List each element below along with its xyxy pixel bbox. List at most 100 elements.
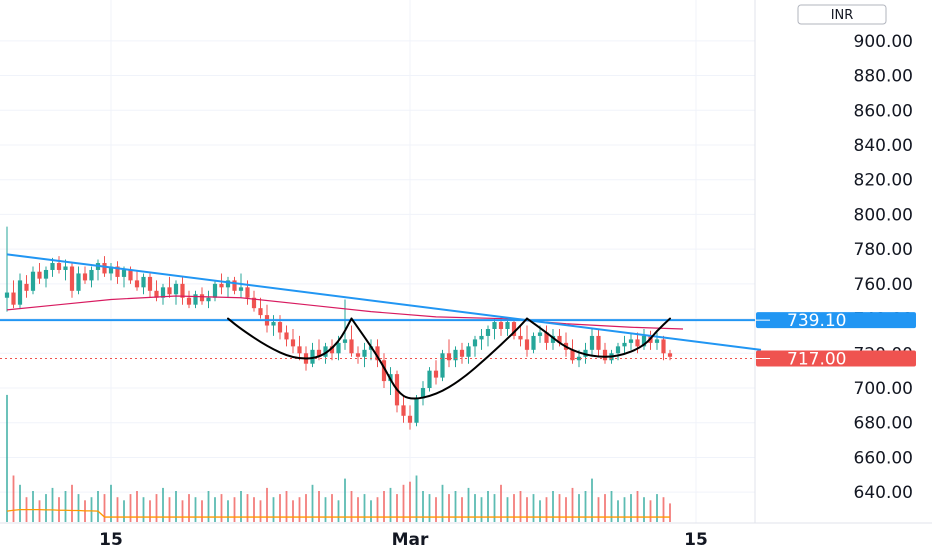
candle-body [206,297,211,302]
candle-body [479,335,484,340]
descending-trendline [6,253,762,351]
candle-body [641,335,647,347]
candle-body [193,294,198,305]
x-tick-label: 15 [99,530,123,550]
candle-up [622,335,627,354]
candle-up [89,266,94,288]
y-tick-label: 820.00 [854,171,913,191]
candle-body [69,266,75,291]
volume-bar [331,494,333,522]
moving-average [6,295,684,330]
candle-body [505,322,510,329]
candle-down [154,280,159,302]
volume-bar [578,494,580,522]
volume-bar [38,500,41,522]
last-price-label: 717.00 [787,350,846,370]
volume-bar [357,497,359,522]
candle-up [4,226,10,312]
candle-down [82,266,88,284]
candle-body [466,346,471,357]
candle-body [544,332,549,343]
volume-bar [337,500,340,522]
candle-body [349,339,354,354]
candle-body [576,356,582,361]
price-axis[interactable]: 640.00660.00680.00700.00720.00740.00760.… [854,32,913,503]
volume-bar [461,497,463,522]
candle-body [290,339,296,347]
candle-body [225,280,231,288]
y-tick-label: 800.00 [854,205,913,225]
volume-bar [571,487,574,522]
volume-bar [77,494,80,522]
candle-body [362,349,367,357]
x-tick-label: 15 [684,530,708,550]
price-tags: 739.10 717.00 [756,311,916,370]
volume-bar [311,484,314,522]
candle-up [76,266,81,295]
candle-down [232,276,237,295]
volume-bar [240,491,242,522]
volume-bar [428,494,431,522]
candle-body [180,283,185,298]
candle-body [336,342,341,354]
volume-bar [441,484,444,522]
volume-bar [103,494,106,522]
candle-down [596,328,601,357]
currency-label: INR [831,8,854,23]
candle-down [167,276,172,298]
candle-body [147,276,153,291]
candle-up [310,342,315,368]
y-tick-label: 900.00 [854,32,913,52]
volume-bar [617,500,619,522]
volume-bar [201,500,203,522]
candle-body [238,287,244,291]
volume-bar [32,491,34,522]
candle-body [219,283,224,288]
candle-body [492,322,497,329]
candle-body [245,287,250,298]
y-tick-label: 660.00 [854,448,913,468]
volume-bar [597,497,600,522]
candle-down [264,304,270,333]
volume-bar [649,500,652,522]
candle-body [407,415,413,423]
volume-bars [6,394,671,522]
time-axis[interactable]: 15 Mar 15 [99,530,708,550]
y-tick-label: 700.00 [854,379,913,399]
candle-down [524,325,530,357]
candle-body [414,398,419,423]
volume-bar [552,491,554,522]
volume-bar [71,484,73,522]
candle-body [498,322,504,329]
candle-body [557,335,562,343]
candle-down [381,353,387,389]
candle-up [108,263,114,281]
volume-bar [493,494,496,522]
candle-body [381,360,387,382]
volume-bar [389,487,392,522]
candle-down [284,325,289,347]
candle-body [661,339,666,354]
volume-bar [422,491,424,522]
candle-body [511,322,517,336]
volume-bar [207,491,210,522]
currency-badge[interactable]: INR [797,4,887,25]
candle-body [446,353,452,361]
candle-up [505,318,510,336]
candle-body [154,290,159,298]
candle-down [511,318,517,340]
volume-bar [175,491,177,522]
volume-bar [474,494,476,522]
y-tick-label: 760.00 [854,275,913,295]
volume-bar [545,497,548,522]
candle-body [284,332,289,340]
volume-bar [350,491,353,522]
candle-body [24,283,29,291]
candle-body [11,292,16,305]
candle-up [95,259,101,281]
volume-bar [6,394,8,522]
candle-up [615,342,621,361]
volume-bar [584,491,587,522]
volume-bar [415,475,418,522]
